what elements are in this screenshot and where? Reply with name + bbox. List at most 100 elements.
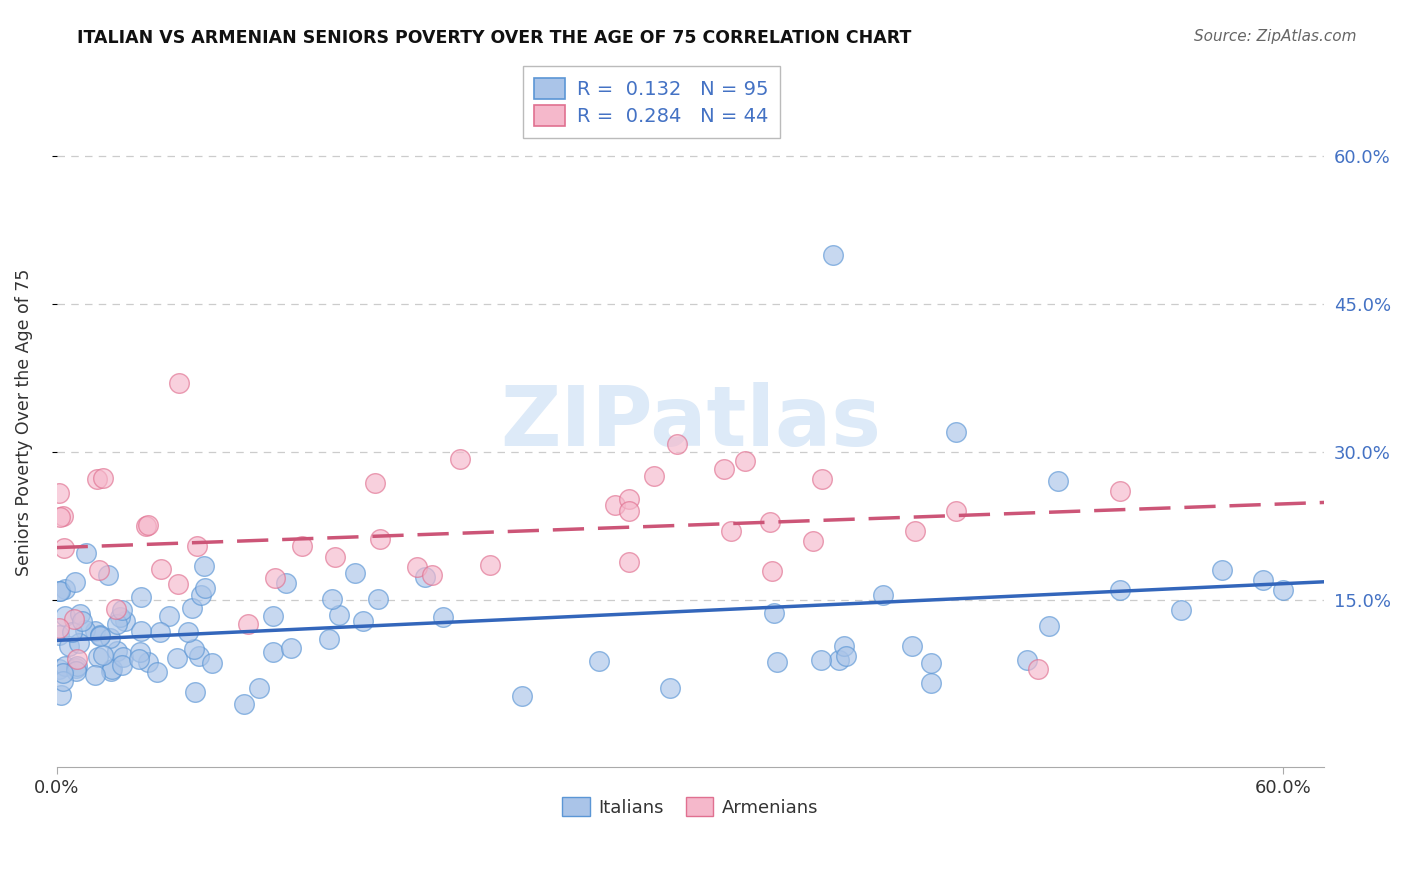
Point xyxy=(1211,563,1233,577)
Point xyxy=(1038,619,1060,633)
Point xyxy=(368,533,391,547)
Point xyxy=(87,563,110,577)
Point xyxy=(48,486,70,500)
Point xyxy=(111,649,134,664)
Point xyxy=(190,588,212,602)
Point xyxy=(184,685,207,699)
Point xyxy=(145,665,167,679)
Point xyxy=(364,475,387,490)
Point xyxy=(617,491,640,506)
Point xyxy=(188,649,211,664)
Point xyxy=(128,652,150,666)
Point xyxy=(291,539,314,553)
Point xyxy=(1017,653,1039,667)
Point xyxy=(70,614,93,628)
Point xyxy=(318,632,340,646)
Point xyxy=(166,650,188,665)
Point xyxy=(832,640,855,654)
Point xyxy=(73,624,96,638)
Point xyxy=(111,657,134,672)
Point xyxy=(53,609,76,624)
Point xyxy=(1047,475,1070,489)
Point xyxy=(48,662,70,676)
Point xyxy=(52,674,75,689)
Text: Source: ZipAtlas.com: Source: ZipAtlas.com xyxy=(1194,29,1357,44)
Point xyxy=(52,541,75,555)
Text: ITALIAN VS ARMENIAN SENIORS POVERTY OVER THE AGE OF 75 CORRELATION CHART: ITALIAN VS ARMENIAN SENIORS POVERTY OVER… xyxy=(77,29,911,46)
Point xyxy=(236,616,259,631)
Point xyxy=(872,588,894,602)
Point xyxy=(114,614,136,628)
Point xyxy=(449,452,471,467)
Point xyxy=(48,584,70,599)
Point xyxy=(352,614,374,628)
Point xyxy=(328,607,350,622)
Point xyxy=(66,652,89,666)
Point xyxy=(761,564,783,578)
Point xyxy=(89,629,111,643)
Point xyxy=(232,697,254,711)
Point xyxy=(945,504,967,518)
Point xyxy=(713,462,735,476)
Point xyxy=(111,603,134,617)
Point xyxy=(52,665,75,680)
Point xyxy=(1108,484,1130,499)
Point xyxy=(617,504,640,518)
Point xyxy=(901,640,924,654)
Point xyxy=(105,644,128,658)
Point xyxy=(183,641,205,656)
Point xyxy=(666,437,689,451)
Point xyxy=(343,566,366,581)
Point xyxy=(280,640,302,655)
Point xyxy=(110,610,132,624)
Point xyxy=(53,658,76,673)
Point xyxy=(766,655,789,669)
Point xyxy=(828,653,851,667)
Point xyxy=(107,616,129,631)
Point xyxy=(801,533,824,548)
Point xyxy=(177,624,200,639)
Point xyxy=(136,517,159,532)
Point xyxy=(1272,582,1295,597)
Point xyxy=(432,610,454,624)
Point xyxy=(588,654,610,668)
Point xyxy=(810,472,832,486)
Point xyxy=(149,624,172,639)
Point xyxy=(422,568,444,582)
Point xyxy=(659,681,682,696)
Point xyxy=(603,498,626,512)
Point xyxy=(262,645,284,659)
Point xyxy=(169,376,191,390)
Point xyxy=(167,577,190,591)
Point xyxy=(186,539,208,553)
Point xyxy=(135,518,157,533)
Point xyxy=(759,515,782,529)
Point xyxy=(264,571,287,585)
Point xyxy=(150,562,173,576)
Point xyxy=(136,655,159,669)
Point xyxy=(129,590,152,604)
Point xyxy=(194,581,217,595)
Point xyxy=(1108,582,1130,597)
Point xyxy=(75,546,97,560)
Point xyxy=(60,625,83,640)
Point xyxy=(69,607,91,622)
Point xyxy=(101,662,124,676)
Point xyxy=(1170,602,1192,616)
Point xyxy=(91,648,114,662)
Point xyxy=(763,606,786,620)
Point xyxy=(89,627,111,641)
Point xyxy=(920,675,942,690)
Point xyxy=(643,468,665,483)
Point xyxy=(720,524,742,538)
Legend: Italians, Armenians: Italians, Armenians xyxy=(555,790,825,824)
Point xyxy=(86,472,108,486)
Point xyxy=(48,627,70,641)
Point xyxy=(406,560,429,574)
Point xyxy=(323,549,346,564)
Point xyxy=(58,639,80,653)
Y-axis label: Seniors Poverty Over the Age of 75: Seniors Poverty Over the Age of 75 xyxy=(15,268,32,576)
Point xyxy=(1251,573,1274,587)
Point xyxy=(945,425,967,440)
Text: ZIPatlas: ZIPatlas xyxy=(501,382,882,463)
